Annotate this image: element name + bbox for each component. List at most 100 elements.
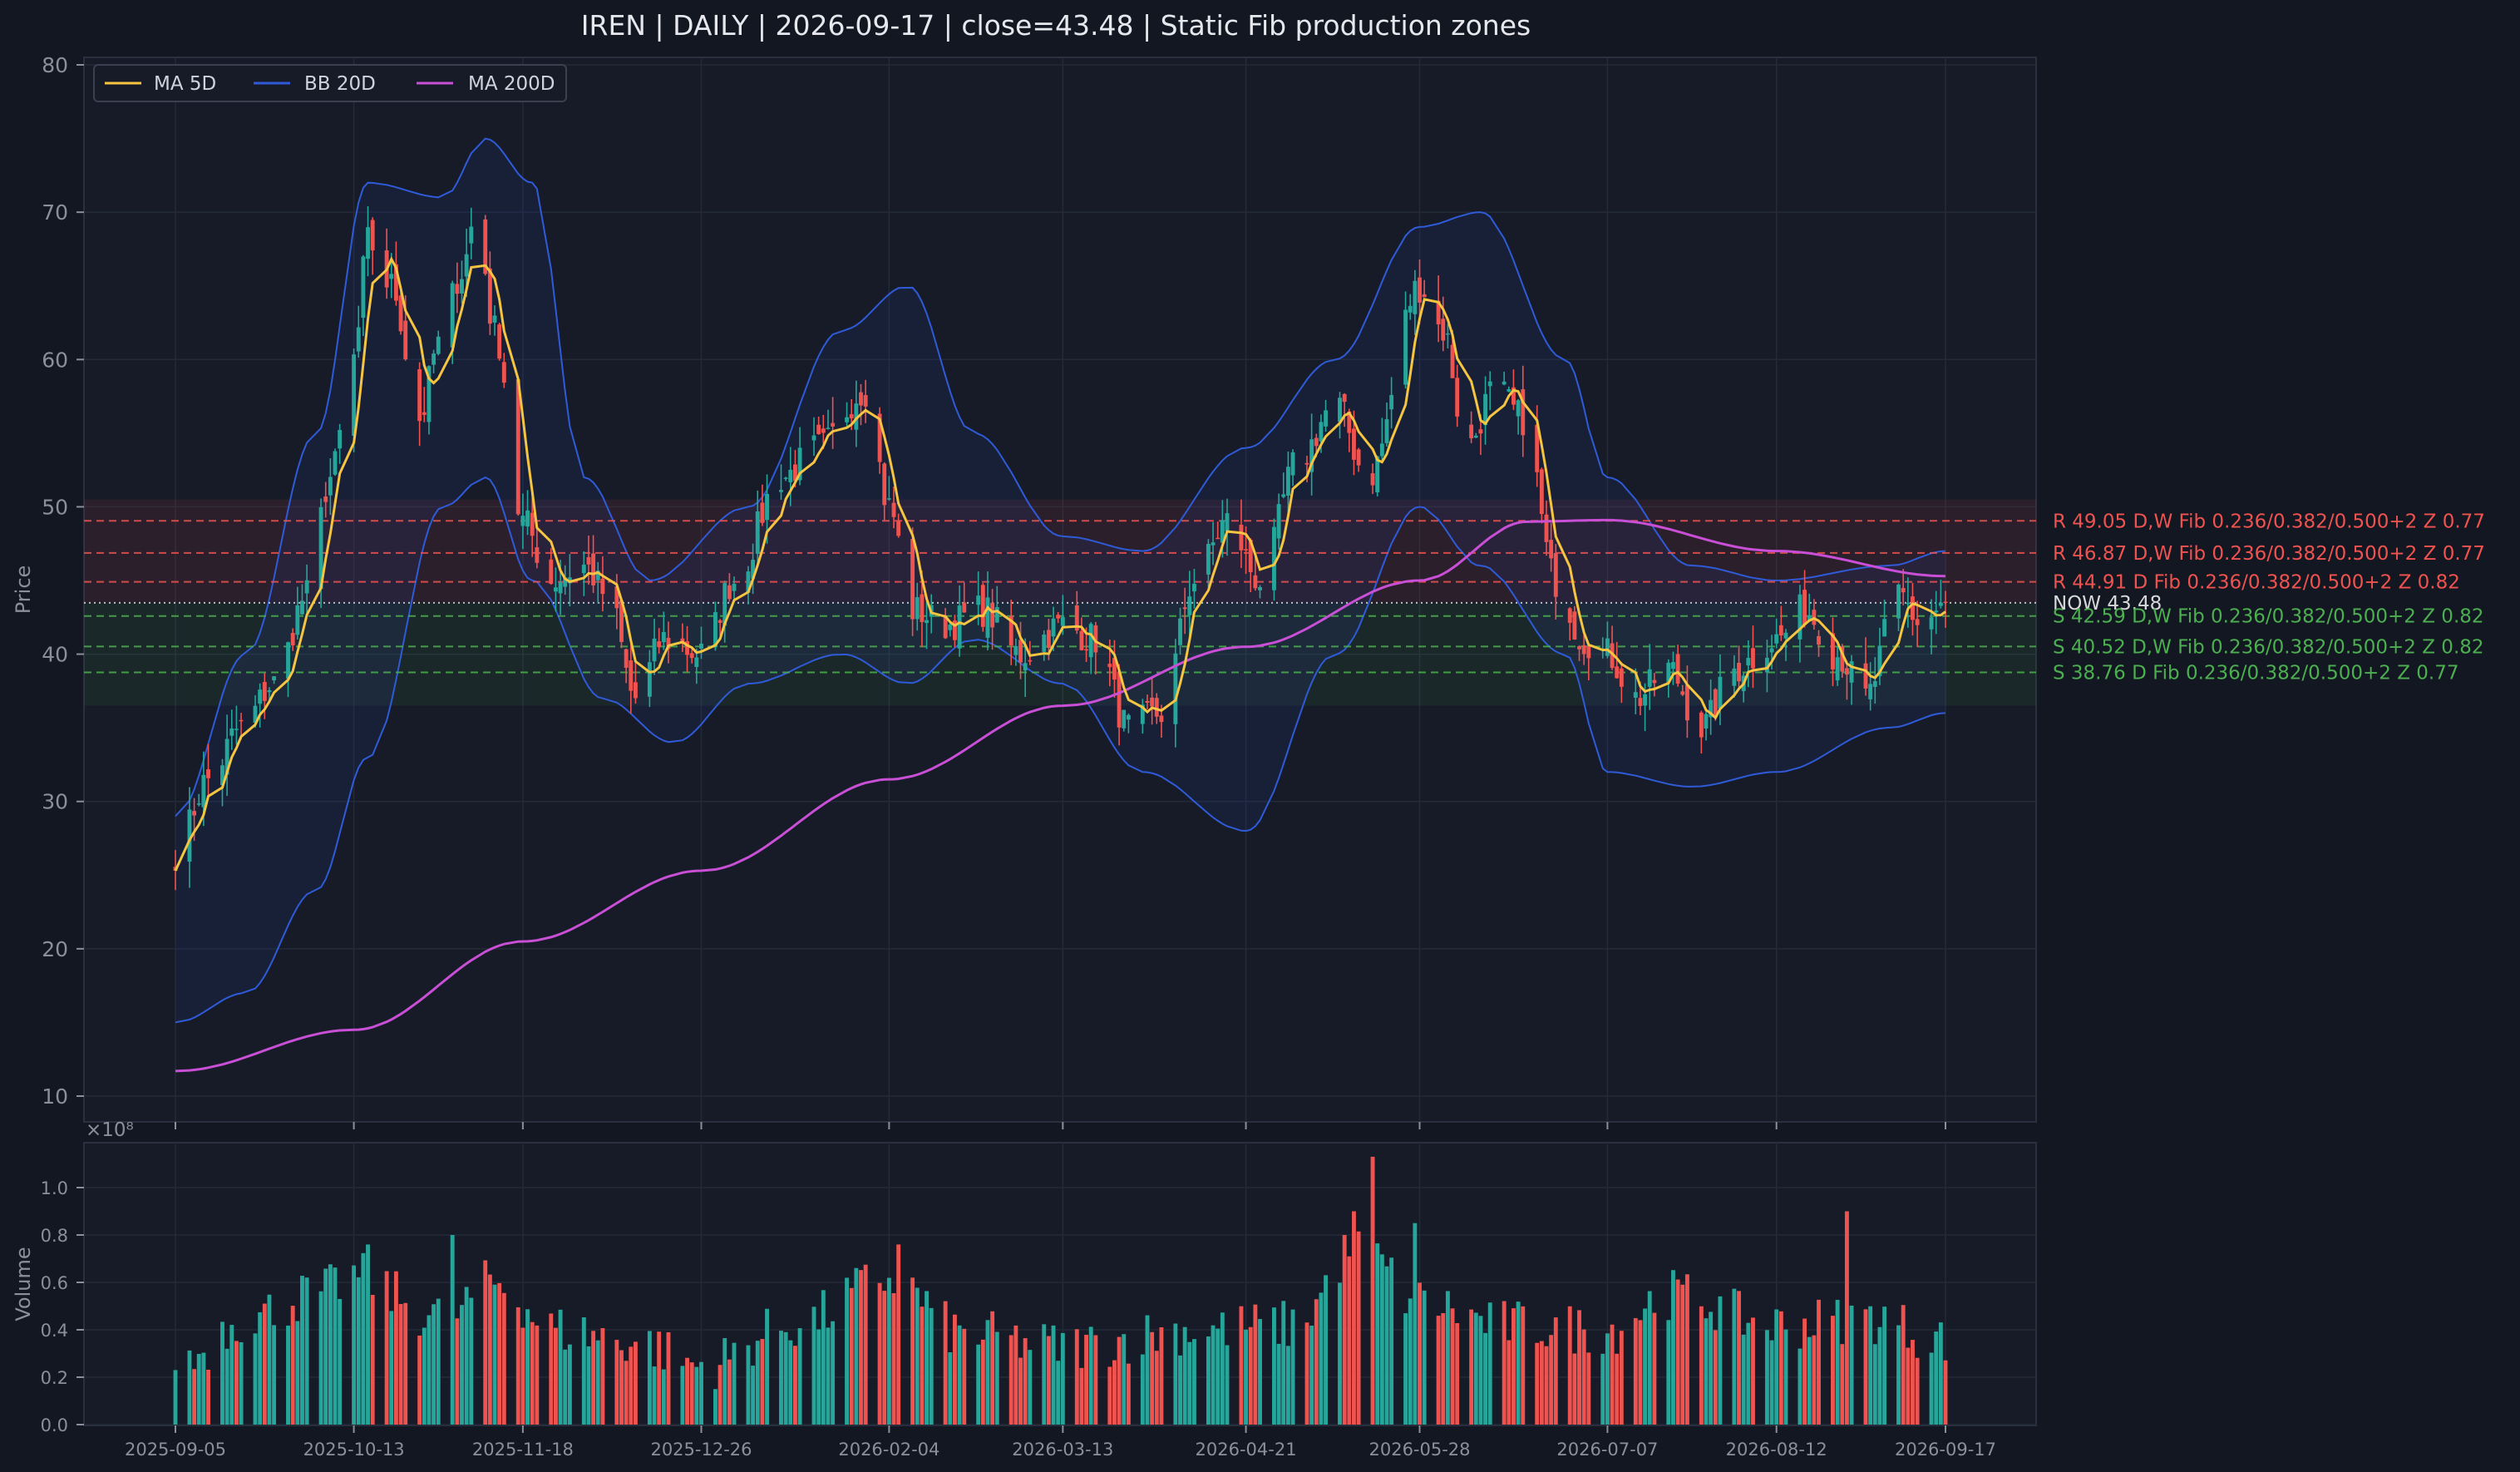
candle: [783, 477, 788, 482]
candle: [1469, 411, 1474, 443]
candle-body: [1154, 698, 1159, 717]
candle: [1013, 638, 1018, 666]
volume-bar: [1140, 1354, 1145, 1425]
volume-bar: [629, 1346, 634, 1425]
candle-body: [1680, 691, 1685, 695]
candle-body: [797, 447, 802, 481]
candle: [286, 641, 290, 698]
ma5-line: [174, 256, 1946, 872]
volume-bar: [694, 1366, 699, 1425]
candle: [1882, 599, 1887, 637]
candle-body: [816, 424, 821, 434]
candle: [882, 462, 887, 521]
candle-body: [1056, 615, 1061, 619]
price-ylabel: Price: [12, 566, 35, 615]
volume-bar: [253, 1333, 258, 1425]
candle: [1868, 662, 1873, 711]
candle: [1370, 463, 1375, 494]
candle-body: [1436, 300, 1441, 325]
volume-bar: [1619, 1331, 1624, 1425]
candle-body: [811, 435, 816, 441]
candle: [432, 349, 436, 373]
volume-bar: [1507, 1340, 1512, 1425]
candle: [1088, 622, 1093, 674]
candle: [1056, 612, 1061, 624]
candle: [826, 409, 831, 430]
candle: [1324, 399, 1329, 432]
candle: [1840, 644, 1845, 678]
candle: [1549, 522, 1554, 572]
level-label: NOW 43.48: [2053, 593, 2162, 615]
candle-body: [990, 602, 995, 628]
candle: [234, 705, 239, 745]
volume-bar: [1769, 1340, 1774, 1425]
candle-body: [323, 496, 328, 502]
candle-body: [1647, 669, 1652, 687]
volume-bar: [286, 1325, 290, 1425]
volume-bar: [976, 1344, 981, 1425]
volume-bar: [1718, 1296, 1723, 1425]
candle: [652, 618, 657, 675]
candle: [1544, 500, 1549, 556]
candle: [328, 458, 333, 516]
legend-label-ma5: MA 5D: [154, 73, 216, 95]
candle-body: [1872, 681, 1877, 687]
volume-bar: [393, 1271, 398, 1425]
volume-bar: [1831, 1316, 1835, 1425]
candle-body: [666, 637, 671, 650]
volume-bar: [1342, 1234, 1347, 1425]
candle-body: [1469, 424, 1474, 439]
candle-body: [755, 511, 760, 554]
xtick-label: 2026-02-04: [838, 1440, 939, 1460]
candle-body: [1403, 309, 1408, 385]
volume-bar: [196, 1353, 201, 1425]
volume-bar: [647, 1331, 652, 1425]
volume-bar: [469, 1297, 474, 1425]
volume-bar: [1154, 1351, 1159, 1425]
candle: [948, 621, 953, 637]
volume-bar: [239, 1341, 244, 1425]
volume-bar: [1216, 1328, 1221, 1425]
volume-bar: [1572, 1353, 1577, 1425]
candle: [1441, 296, 1446, 352]
candle-body: [581, 564, 586, 574]
candle-body: [1319, 422, 1324, 442]
candle: [520, 493, 525, 550]
candle: [497, 323, 502, 361]
volume-bar: [849, 1287, 854, 1425]
candle-body: [1581, 645, 1586, 654]
volume-bar: [1553, 1317, 1558, 1425]
candle-body: [1281, 494, 1286, 497]
volume-bar: [455, 1318, 460, 1425]
candle-body: [535, 547, 540, 563]
candle-body: [1882, 619, 1887, 637]
volume-bar: [262, 1303, 267, 1425]
volume-bar: [304, 1277, 309, 1425]
candle: [1253, 556, 1258, 591]
candle-body: [882, 463, 887, 506]
candle: [1473, 432, 1478, 438]
volume-ytick-label: 0.8: [41, 1226, 68, 1246]
volume-bar: [1347, 1256, 1352, 1425]
volume-bar: [755, 1341, 760, 1425]
candle-body: [389, 274, 394, 279]
volume-bar: [1943, 1360, 1948, 1425]
volume-bar: [1487, 1302, 1492, 1425]
candle: [196, 793, 201, 807]
candle-body: [558, 582, 563, 594]
volume-bar: [1384, 1266, 1389, 1425]
candle: [657, 628, 662, 654]
candle-body: [253, 705, 258, 724]
candle: [1619, 662, 1624, 704]
price-ytick-label: 50: [42, 495, 68, 519]
candle-body: [1769, 648, 1774, 653]
candle-body: [224, 738, 229, 775]
candle-body: [258, 689, 263, 704]
candle: [1042, 630, 1047, 661]
legend-label-bb: BB 20D: [304, 73, 376, 95]
candle: [1553, 544, 1558, 620]
candle: [1802, 570, 1807, 628]
volume-bar: [220, 1321, 224, 1425]
candle: [1709, 679, 1714, 735]
candle-body: [1187, 596, 1192, 615]
